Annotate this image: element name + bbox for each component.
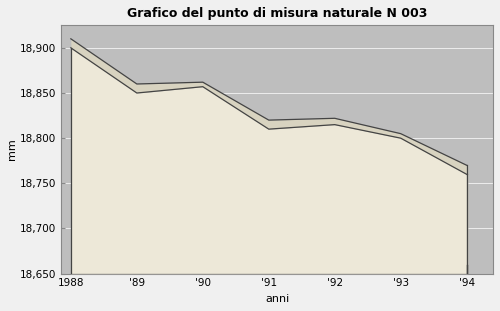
- Y-axis label: mm: mm: [7, 139, 17, 160]
- X-axis label: anni: anni: [265, 294, 289, 304]
- Title: Grafico del punto di misura naturale N 003: Grafico del punto di misura naturale N 0…: [127, 7, 427, 20]
